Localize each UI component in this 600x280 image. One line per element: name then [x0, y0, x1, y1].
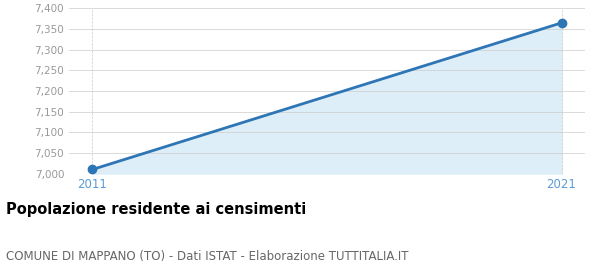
- Text: COMUNE DI MAPPANO (TO) - Dati ISTAT - Elaborazione TUTTITALIA.IT: COMUNE DI MAPPANO (TO) - Dati ISTAT - El…: [6, 250, 409, 263]
- Text: Popolazione residente ai censimenti: Popolazione residente ai censimenti: [6, 202, 306, 217]
- Point: [557, 21, 566, 25]
- Point: [88, 167, 97, 172]
